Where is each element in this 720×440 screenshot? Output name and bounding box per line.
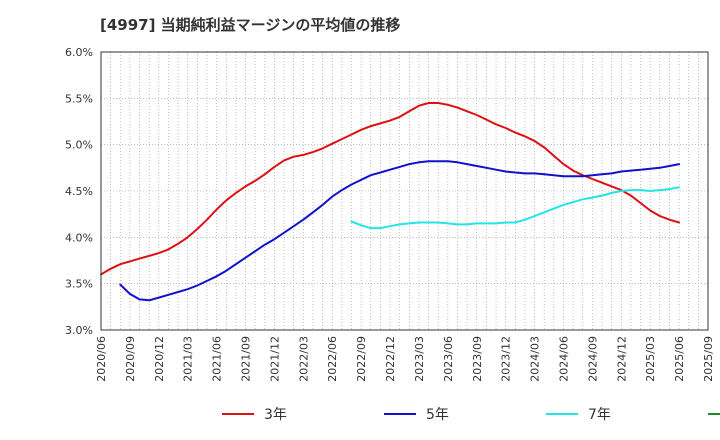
x-tick-label: 2022/09 <box>355 336 368 382</box>
y-tick-label: 5.5% <box>65 92 93 105</box>
x-tick-label: 2022/03 <box>297 336 310 382</box>
legend-label: 7年 <box>588 407 611 423</box>
x-tick-label: 2021/12 <box>268 336 281 382</box>
chart-title: [4997] 当期純利益マージンの平均値の推移 <box>100 16 401 34</box>
legend-label: 5年 <box>426 407 449 423</box>
plot-frame <box>100 51 709 331</box>
x-tick-label: 2025/09 <box>702 336 715 382</box>
x-tick-label: 2020/06 <box>95 336 108 382</box>
x-tick-label: 2020/12 <box>153 336 166 382</box>
x-axis-ticks: 2020/06 2020/09 2020/12 2021/03 2021/06 2021/… <box>95 336 715 382</box>
x-tick-label: 2024/03 <box>529 336 542 382</box>
legend: 3年5年7年10年 <box>222 407 720 423</box>
x-tick-label: 2025/06 <box>673 336 686 382</box>
x-tick-label: 2025/03 <box>644 336 657 382</box>
series-line <box>100 102 681 276</box>
y-tick-label: 3.0% <box>65 324 93 337</box>
x-tick-label: 2022/06 <box>326 336 339 382</box>
series-lines <box>100 102 681 302</box>
series-line <box>350 186 681 230</box>
y-tick-label: 6.0% <box>65 46 93 59</box>
y-tick-label: 4.5% <box>65 185 93 198</box>
legend-label: 3年 <box>264 407 287 423</box>
x-tick-label: 2023/12 <box>500 336 513 382</box>
x-tick-label: 2022/12 <box>384 336 397 382</box>
x-tick-label: 2023/06 <box>442 336 455 382</box>
x-tick-label: 2021/03 <box>182 336 195 382</box>
y-tick-label: 4.0% <box>65 231 93 244</box>
x-tick-label: 2023/03 <box>413 336 426 382</box>
x-tick-label: 2020/09 <box>124 336 137 382</box>
x-tick-label: 2024/06 <box>557 336 570 382</box>
series-line <box>119 160 681 302</box>
x-tick-label: 2024/09 <box>586 336 599 382</box>
x-tick-label: 2021/09 <box>240 336 253 382</box>
x-tick-label: 2024/12 <box>615 336 628 382</box>
x-tick-label: 2023/09 <box>471 336 484 382</box>
y-tick-label: 5.0% <box>65 139 93 152</box>
y-tick-label: 3.5% <box>65 278 93 291</box>
y-axis-ticks: 6.0% 5.5% 5.0% 4.5% 4.0% 3.5% 3.0% <box>65 46 93 337</box>
x-tick-label: 2021/06 <box>211 336 224 382</box>
